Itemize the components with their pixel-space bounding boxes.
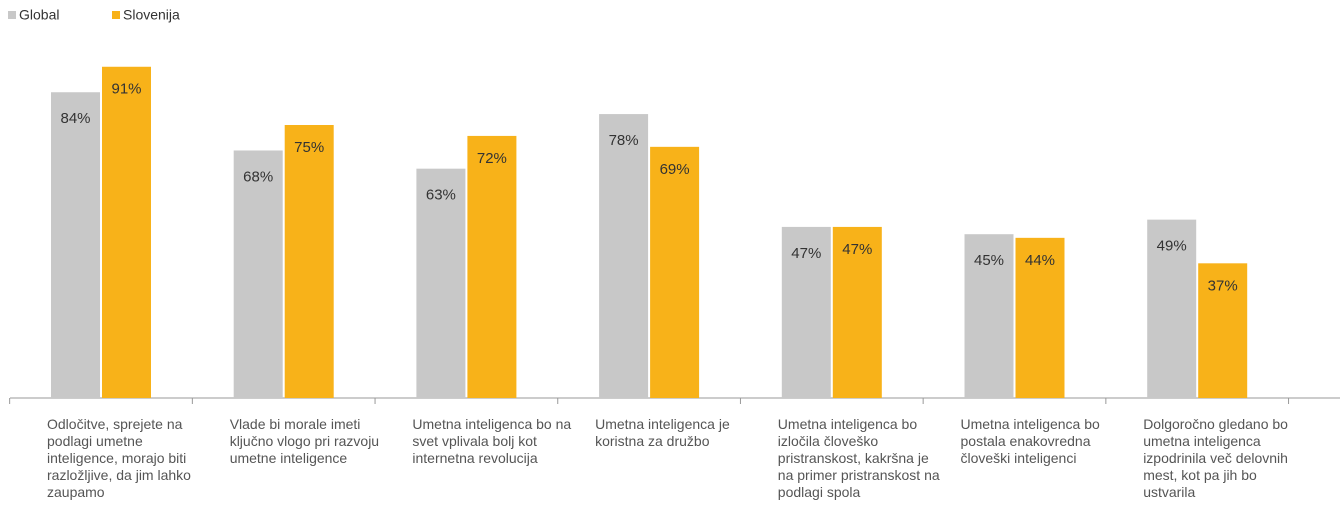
value-label: 37% xyxy=(1208,277,1238,294)
value-label: 45% xyxy=(974,252,1004,269)
bar xyxy=(781,226,831,398)
bar xyxy=(1147,219,1197,398)
bar xyxy=(1015,237,1065,398)
value-label: 91% xyxy=(111,81,141,98)
bar xyxy=(416,168,466,398)
value-label: 72% xyxy=(477,150,507,167)
legend-swatch xyxy=(8,11,16,19)
category-label: Umetna inteligenca bo na svet vplivala b… xyxy=(412,416,572,466)
legend-label: Slovenija xyxy=(123,7,180,23)
legend-swatch xyxy=(112,11,120,19)
bar xyxy=(964,234,1014,398)
value-label: 44% xyxy=(1025,252,1055,269)
value-label: 47% xyxy=(791,245,821,262)
bar xyxy=(467,135,517,399)
category-label: Umetna inteligenca bo postala enakovredn… xyxy=(960,416,1100,466)
category-label: Odločitve, sprejete na podlagi umetne in… xyxy=(47,416,191,500)
category-label: Dolgoročno gledano bo umetna inteligenca… xyxy=(1143,416,1288,500)
bar xyxy=(233,150,283,398)
value-label: 49% xyxy=(1157,238,1187,255)
bar xyxy=(102,66,151,398)
value-label: 68% xyxy=(243,168,273,185)
value-label: 63% xyxy=(426,187,456,204)
bar xyxy=(599,114,649,398)
bar xyxy=(650,146,700,398)
value-label: 84% xyxy=(60,110,90,127)
category-label: Vlade bi morale imeti ključno vlogo pri … xyxy=(229,416,380,466)
value-label: 78% xyxy=(609,132,639,149)
bar xyxy=(832,226,882,398)
category-label: Umetna inteligenca bo izločila človeško … xyxy=(777,416,940,500)
category-label: Umetna inteligenca je koristna za družbo xyxy=(595,416,730,449)
value-label: 47% xyxy=(842,241,872,258)
legend-label: Global xyxy=(19,7,59,23)
bar xyxy=(51,92,100,399)
bar xyxy=(284,125,334,398)
bar xyxy=(1198,263,1248,398)
value-label: 69% xyxy=(660,161,690,178)
value-label: 75% xyxy=(294,139,324,156)
